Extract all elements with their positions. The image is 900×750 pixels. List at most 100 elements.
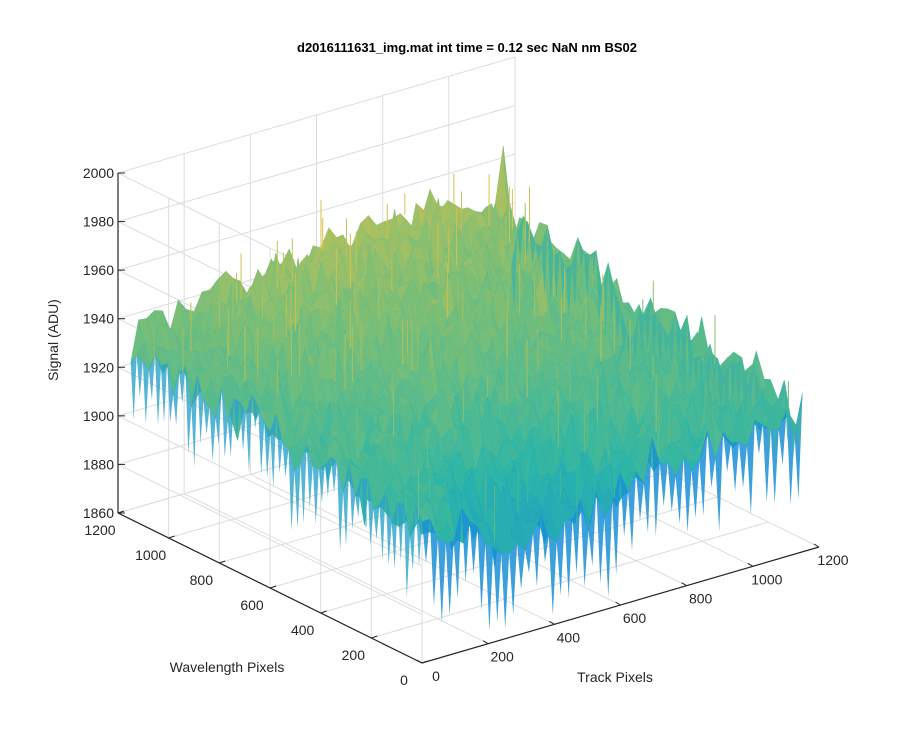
y-tick-label: 1200	[84, 522, 115, 538]
surface-spike	[258, 406, 265, 475]
surface-spike	[683, 458, 692, 533]
surface-spike	[154, 353, 161, 427]
surface-spike	[675, 458, 684, 524]
x-tick-label: 1200	[817, 552, 848, 568]
surface-spike	[614, 289, 621, 344]
surface-spike	[246, 394, 253, 473]
surface-spike	[650, 298, 657, 359]
surface-spike	[612, 472, 621, 576]
wall-grid-line	[117, 105, 516, 223]
z-tick-label: 1940	[83, 311, 114, 327]
surface-spike	[559, 251, 566, 299]
surface-spike	[300, 444, 307, 524]
surface-spike	[588, 490, 597, 566]
surface-spike	[415, 503, 422, 566]
surface-spike	[215, 387, 222, 446]
surface-spike	[453, 507, 462, 599]
surface-spike	[517, 544, 525, 590]
surface-spike	[572, 499, 581, 574]
surface-spike	[681, 315, 688, 380]
surface-spike	[644, 298, 651, 353]
surface-spike	[397, 502, 404, 562]
surface-spike	[790, 415, 797, 456]
surface-spike	[620, 306, 627, 350]
surface-spike	[239, 401, 246, 452]
axes	[117, 172, 820, 664]
surface-spike	[772, 400, 779, 458]
surface-spike	[227, 398, 234, 457]
surface-spike	[662, 326, 669, 353]
surface-spike	[142, 361, 149, 424]
y-tick-label: 800	[190, 572, 214, 588]
surface-spike	[282, 442, 289, 477]
surface-spike	[778, 380, 785, 423]
surface-spike	[693, 356, 700, 388]
surface-spike	[770, 429, 779, 504]
surface-spike	[429, 518, 438, 607]
surface-spike	[626, 331, 633, 370]
surface-spike	[252, 394, 259, 429]
surface-spike	[643, 437, 652, 533]
surface-spike	[379, 491, 386, 561]
x-tick-label: 400	[557, 629, 581, 645]
x-tick	[416, 659, 423, 664]
surface-spike	[723, 432, 732, 472]
surface-spike	[136, 355, 143, 398]
surface-spike	[221, 387, 228, 458]
surface-spike	[167, 362, 174, 423]
wall-grid-line	[117, 56, 516, 174]
x-tick	[615, 601, 621, 606]
surface-spike	[403, 504, 410, 598]
surface-spike	[778, 409, 787, 466]
surface-spike	[179, 366, 186, 404]
wall-grid-line	[117, 463, 423, 615]
surface-spike	[632, 313, 639, 364]
surface-spike	[717, 358, 724, 417]
z-tick-label: 1960	[83, 262, 114, 278]
x-axis-label: Track Pixels	[577, 669, 653, 685]
x-tick	[549, 620, 555, 625]
surface-spike	[337, 462, 344, 552]
surface-spike	[461, 507, 470, 583]
surface-spike	[553, 251, 560, 301]
surface-spike	[707, 430, 716, 488]
surface-spike	[735, 357, 742, 406]
surface-spike	[511, 231, 518, 310]
surface-spike	[565, 264, 572, 318]
z-axis-label: Signal (ADU)	[45, 299, 61, 381]
z-tick-label: 1860	[83, 505, 114, 521]
surface-spike	[445, 540, 454, 616]
surface-spike	[422, 518, 430, 563]
surface-spike	[784, 380, 791, 442]
surface-spike	[760, 388, 766, 420]
surface-spike	[509, 544, 518, 616]
z-tick-label: 1900	[83, 408, 114, 424]
y-tick	[219, 560, 226, 564]
surface-spike	[270, 413, 277, 489]
surface-spike	[541, 225, 548, 295]
surface-spike	[596, 250, 603, 321]
surface-spike	[312, 465, 319, 525]
surface-spike	[517, 216, 524, 262]
surface-spike	[529, 227, 536, 266]
surface-spike	[580, 499, 589, 587]
surface-spike	[437, 538, 446, 623]
surface-spike	[668, 312, 675, 369]
surface-spike	[547, 225, 554, 305]
surface-spike	[691, 460, 700, 518]
surface-spike	[739, 442, 747, 488]
surface-spike	[349, 463, 356, 530]
surface-spike	[754, 419, 763, 455]
z-tick-label: 2000	[83, 165, 114, 181]
surface-spike	[636, 471, 644, 521]
y-tick	[168, 535, 175, 539]
y-tick	[371, 635, 378, 639]
wall-grid-line	[117, 415, 423, 567]
surface-spike	[715, 432, 724, 532]
surface-spike	[324, 457, 331, 497]
surface-spike	[469, 520, 478, 574]
surface-spike	[493, 548, 502, 622]
surface-spike	[203, 400, 210, 435]
surface-spike	[731, 442, 739, 492]
